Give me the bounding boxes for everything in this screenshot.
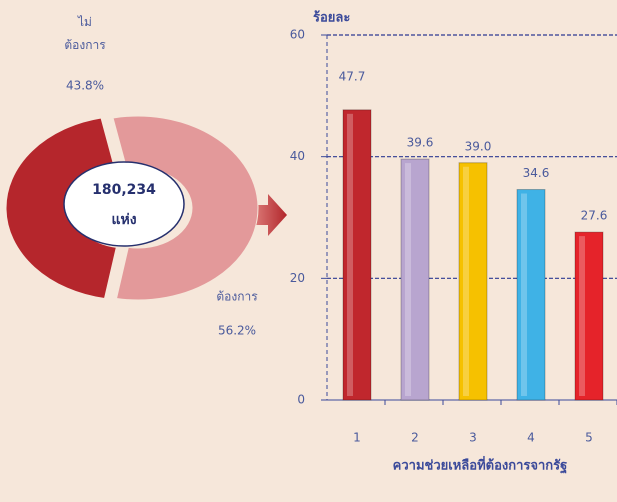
value-label: 39.0: [465, 139, 492, 153]
slice-value-label: 43.8%: [66, 79, 104, 93]
bar: [574, 231, 604, 401]
bar-highlight: [405, 163, 411, 396]
bar-chart: 0 20 40 60 ร้อยละความช่วยเหลือที่ต้องการจากร…: [290, 10, 617, 475]
y-tick-label: 0: [297, 393, 305, 407]
y-tick-label: 20: [290, 271, 305, 285]
bar: [516, 189, 546, 401]
x-tick-label: 5: [585, 431, 593, 445]
slice-value-label: 56.2%: [218, 324, 256, 338]
y-tick-label: 40: [290, 149, 305, 163]
x-axis-title: ความช่วยเหลือที่ต้องการจากรัฐ: [393, 456, 568, 475]
bar-highlight: [521, 193, 527, 396]
y-axis-title: ร้อยละ: [313, 10, 350, 26]
arrow: [248, 194, 287, 236]
bar-highlight: [347, 113, 353, 396]
x-tick-label: 3: [469, 431, 477, 445]
bar: [342, 109, 372, 401]
x-tick-label: 2: [411, 431, 419, 445]
donut-chart: ไม่ต้องการ 43.8% ต้องการ 56.2% 180,234 แห่ง: [5, 15, 259, 338]
value-label: 34.6: [523, 166, 550, 180]
center-text: แห่ง: [111, 212, 136, 228]
center-badge: [63, 161, 185, 247]
bar-highlight: [579, 236, 585, 396]
center-text: 180,234: [92, 182, 156, 198]
bar-highlight: [463, 166, 469, 396]
bar: [458, 162, 488, 401]
bar: [400, 158, 430, 401]
y-tick-label: 60: [290, 28, 305, 42]
slice-label: ไม่ต้องการ: [64, 15, 106, 52]
x-tick-label: 4: [527, 431, 535, 445]
slice-label: ต้องการ: [216, 290, 258, 304]
x-tick-label: 1: [353, 431, 361, 445]
value-label: 27.6: [581, 209, 608, 223]
value-label: 39.6: [407, 136, 434, 150]
donut-slice: [112, 115, 259, 301]
value-label: 47.7: [339, 70, 366, 84]
